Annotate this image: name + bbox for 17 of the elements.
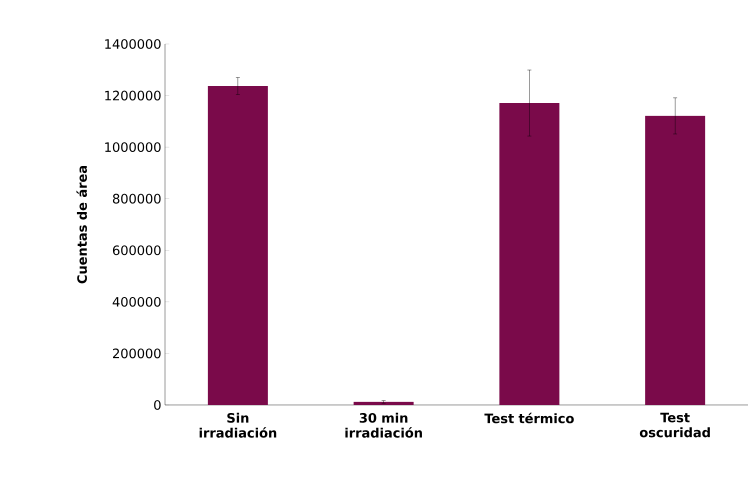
y-tick-label: 600000 [112, 245, 161, 256]
bar [208, 86, 268, 405]
x-tick-label: Sin irradiación [200, 412, 276, 438]
y-tick-label: 400000 [112, 296, 161, 307]
bar [645, 116, 706, 405]
y-tick-label: 1200000 [105, 90, 161, 100]
y-axis-title: Cuentas de área [76, 166, 87, 284]
bar [499, 103, 560, 405]
x-tick-label: Test térmico [484, 412, 574, 424]
y-tick-label: 200000 [113, 348, 161, 358]
x-tick-label: 30 min irradiación [345, 412, 422, 438]
y-tick-label: 1400000 [105, 39, 161, 49]
y-tick-label: 1000000 [105, 142, 161, 152]
bar [354, 402, 414, 405]
x-tick-label: Test oscuridad [640, 412, 710, 438]
y-tick-label: 0 [154, 400, 161, 410]
y-tick-label: 800000 [112, 194, 161, 204]
